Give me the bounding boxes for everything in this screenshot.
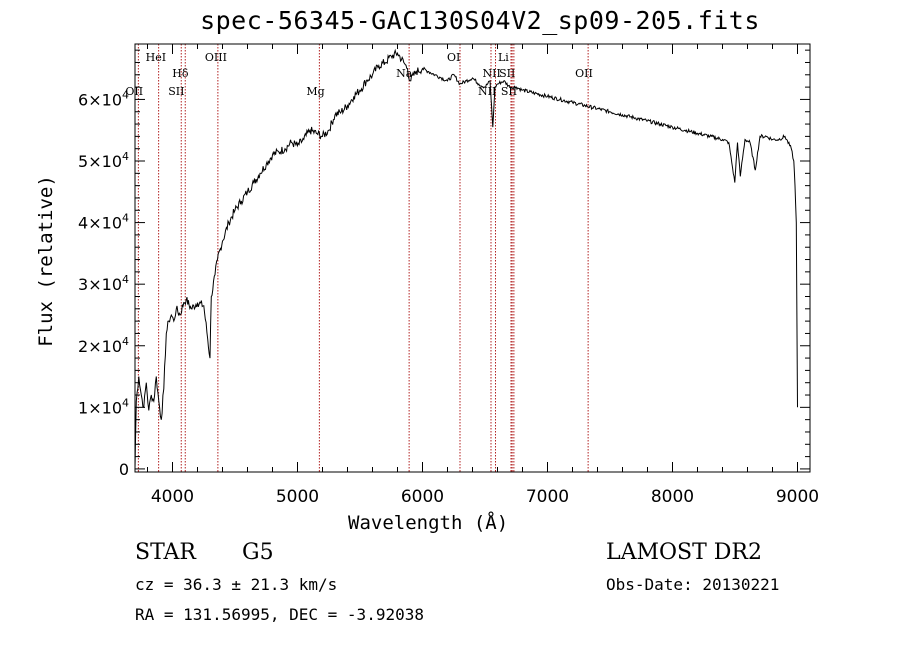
line-label-0: OII bbox=[125, 85, 143, 98]
object-subclass: G5 bbox=[242, 540, 274, 565]
spectrum-series-line bbox=[134, 48, 798, 469]
y-tick-exponent-1: 4 bbox=[122, 396, 129, 409]
y-tick-mantissa-4: 4×10 bbox=[78, 214, 122, 233]
line-label-2: SII bbox=[168, 85, 184, 98]
line-label-8: NII bbox=[478, 85, 496, 98]
x-tick-label-0: 4000 bbox=[151, 487, 194, 507]
y-tick-label-1: 1×104 bbox=[78, 396, 129, 417]
y-axis-label: Flux (relative) bbox=[35, 175, 57, 347]
y-tick-exponent-2: 4 bbox=[122, 335, 129, 348]
x-tick-label-5: 9000 bbox=[776, 487, 819, 507]
y-tick-label-2: 2×104 bbox=[78, 335, 129, 356]
y-tick-label-0: 0 bbox=[119, 460, 129, 479]
y-tick-exponent-4: 4 bbox=[122, 212, 129, 225]
plot-frame bbox=[134, 43, 811, 473]
x-tick-label-1: 5000 bbox=[276, 487, 319, 507]
y-tick-mantissa-2: 2×10 bbox=[78, 337, 122, 356]
object-class: STAR bbox=[135, 540, 196, 565]
axis-ticks-layer: 4000 5000 6000 7000 8000 900001×1042×1043×104… bbox=[78, 44, 819, 507]
y-tick-mantissa-1: 1×10 bbox=[78, 398, 122, 417]
survey-name: LAMOST DR2 bbox=[606, 540, 762, 565]
line-label-4: OIII bbox=[205, 51, 227, 64]
line-label-11: SII bbox=[499, 67, 515, 80]
line-label-9: NII bbox=[483, 67, 501, 80]
y-tick-exponent-5: 4 bbox=[122, 150, 129, 163]
x-tick-label-4: 8000 bbox=[651, 487, 694, 507]
y-tick-exponent-3: 4 bbox=[122, 273, 129, 286]
y-tick-label-4: 4×104 bbox=[78, 212, 129, 233]
obs-date-text: Obs-Date: 20130221 bbox=[606, 575, 780, 594]
y-tick-mantissa-5: 5×10 bbox=[78, 152, 122, 171]
line-label-6: Na bbox=[396, 67, 413, 80]
line-label-10: Li bbox=[498, 51, 509, 64]
redshift-text: cz = 36.3 ± 21.3 km/s bbox=[135, 575, 338, 594]
y-tick-mantissa-6: 6×10 bbox=[78, 90, 122, 109]
line-label-7: OI bbox=[447, 51, 460, 64]
y-tick-label-3: 3×104 bbox=[78, 273, 129, 294]
line-label-1: HeI bbox=[146, 51, 166, 64]
line-label-3: Hδ bbox=[172, 67, 189, 80]
chart-title: spec-56345-GAC130S04V2_sp09-205.fits bbox=[200, 6, 760, 35]
y-tick-mantissa-0: 0 bbox=[119, 460, 129, 479]
coordinates-text: RA = 131.56995, DEC = -3.92038 bbox=[135, 605, 424, 624]
line-label-13: OII bbox=[575, 67, 593, 80]
y-tick-label-5: 5×104 bbox=[78, 150, 129, 171]
y-tick-exponent-6: 4 bbox=[122, 88, 129, 101]
y-tick-mantissa-3: 3×10 bbox=[78, 275, 122, 294]
x-tick-label-3: 7000 bbox=[526, 487, 569, 507]
y-tick-label-6: 6×104 bbox=[78, 88, 129, 109]
x-axis-label: Wavelength (Å) bbox=[348, 512, 509, 534]
x-tick-label-2: 6000 bbox=[401, 487, 444, 507]
line-label-5: Mg bbox=[306, 85, 324, 98]
